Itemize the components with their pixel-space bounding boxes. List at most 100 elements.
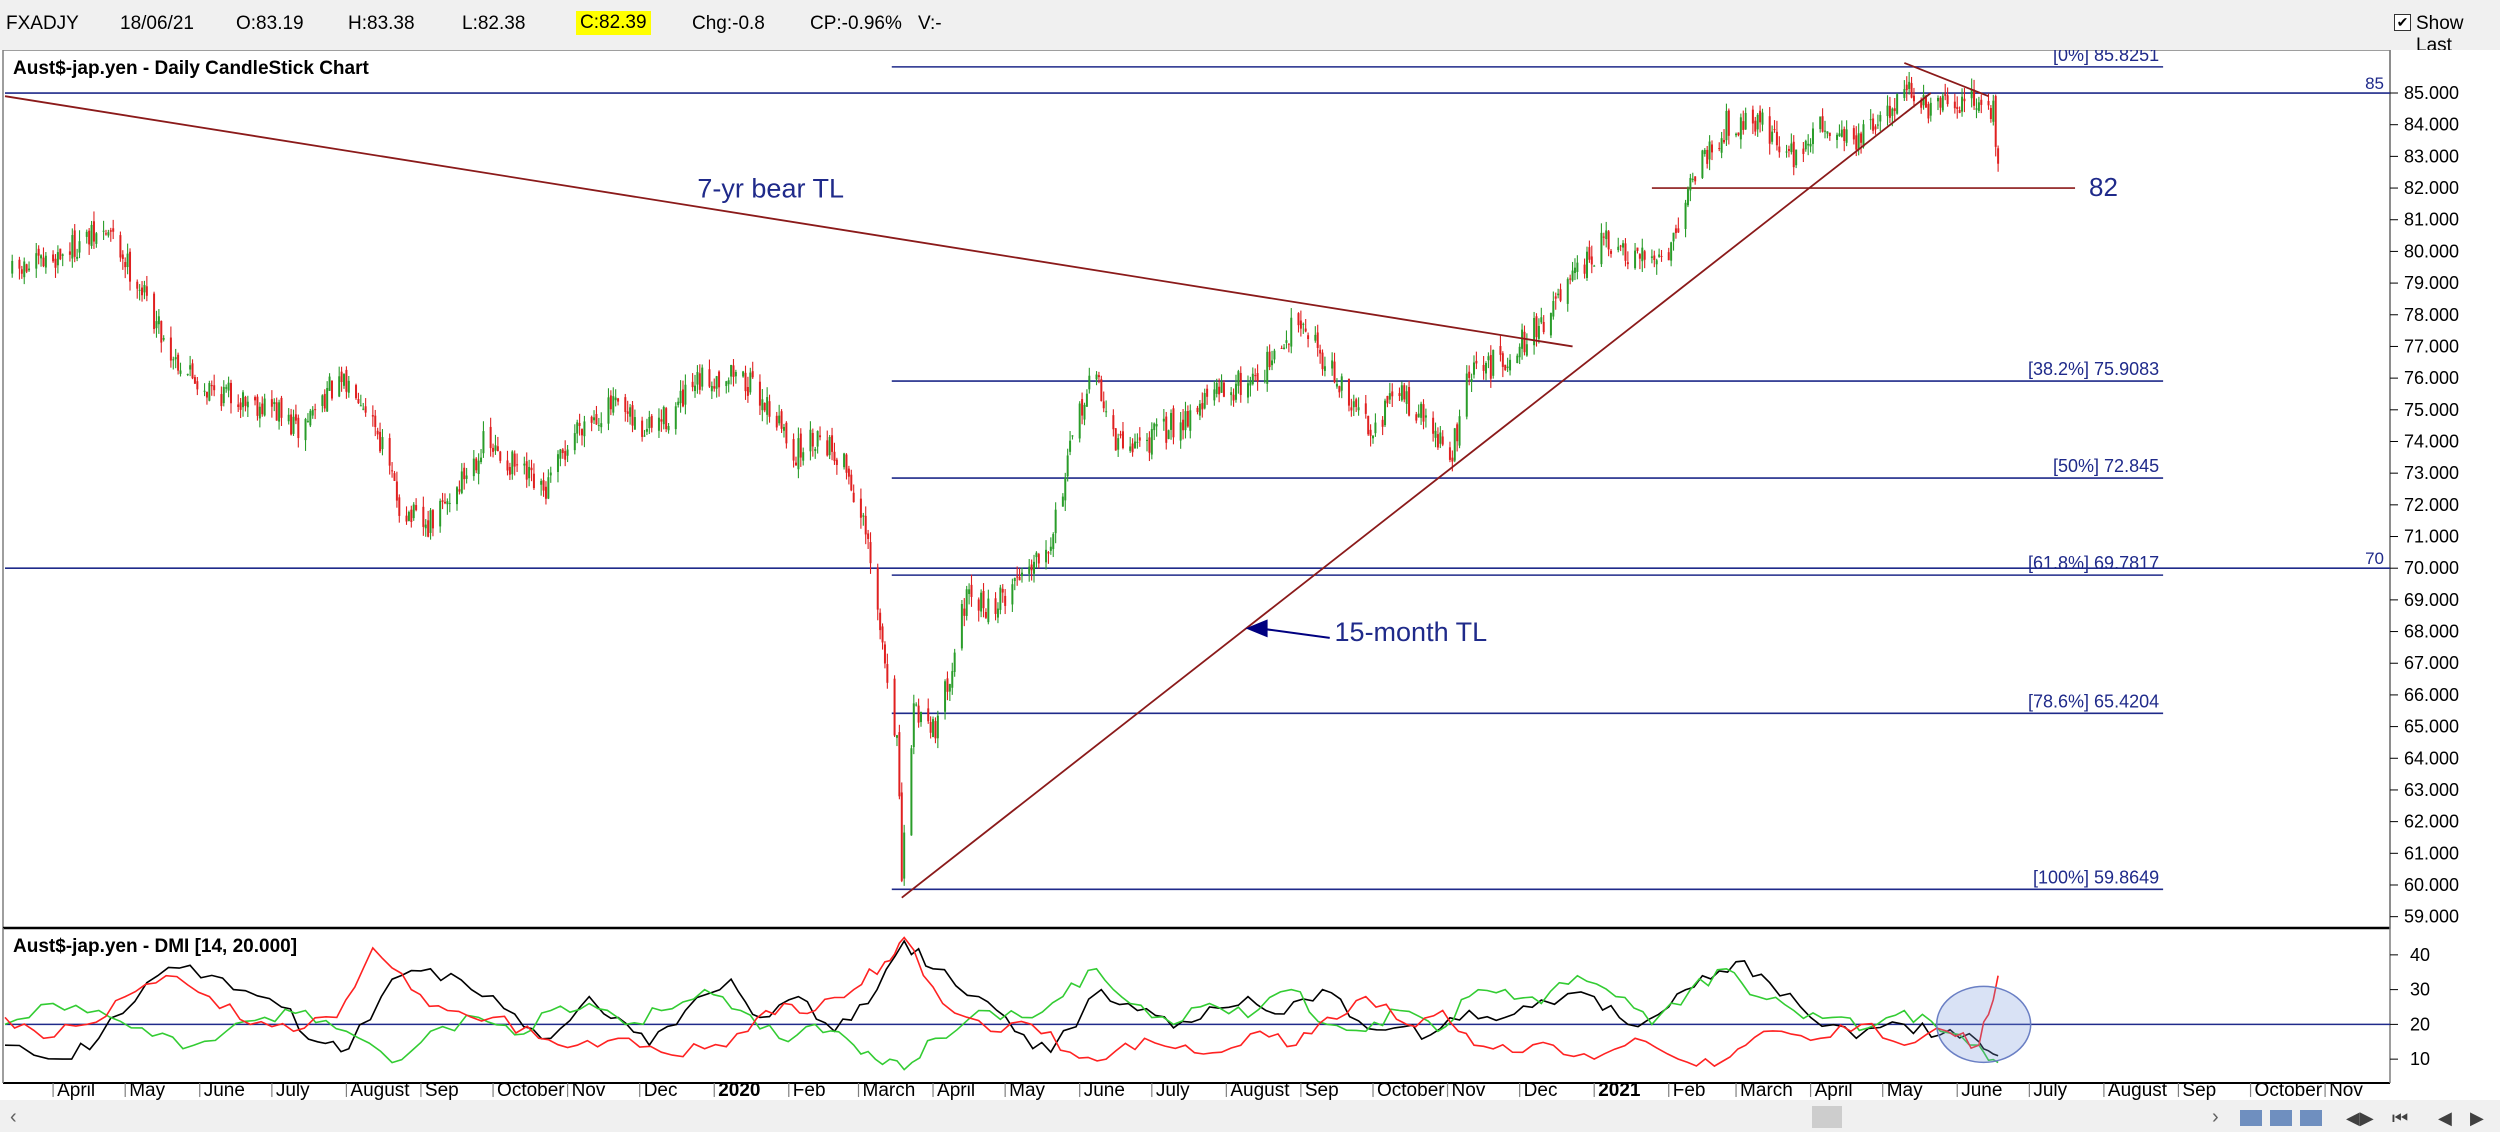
candle-body (1874, 126, 1877, 130)
jump-start-icon[interactable]: ⏮ (2392, 1108, 2408, 1128)
candle-body (275, 402, 278, 421)
candle-body (1203, 393, 1206, 409)
candle-body (410, 509, 413, 522)
candle-body (1131, 443, 1134, 453)
x-tick-label: July (1156, 1080, 1190, 1101)
candle-body (480, 457, 483, 463)
candle-body (780, 411, 783, 429)
candle-body (1254, 375, 1257, 377)
zoom-in-icon[interactable] (2240, 1110, 2262, 1126)
x-tick-label: May (1009, 1080, 1045, 1101)
candle-body (1775, 131, 1778, 146)
candle-body (1518, 346, 1521, 358)
candle-body (1432, 417, 1435, 434)
candle-body (340, 371, 343, 383)
candle-body (1585, 251, 1588, 278)
candle-body (1405, 391, 1408, 404)
scroll-left-icon[interactable]: ‹ (10, 1106, 17, 1128)
chart-settings-icon[interactable] (2300, 1110, 2322, 1126)
level-label: 70 (2365, 549, 2384, 568)
candle-body (1066, 455, 1069, 477)
candle-body (1088, 375, 1091, 390)
y-tick-label: 84.000 (2404, 115, 2459, 135)
candle-body (1314, 334, 1317, 341)
candle-body (1398, 393, 1401, 396)
candle-body (1081, 399, 1084, 416)
candle-body (1910, 83, 1913, 98)
candle-body (1992, 100, 1995, 122)
candle-body (710, 385, 713, 392)
adx-line (4, 939, 1999, 1060)
candle-body (893, 678, 896, 736)
candle-body (540, 480, 543, 485)
candle-body (1593, 265, 1596, 267)
candle-body (1761, 112, 1764, 125)
candle-body (1937, 97, 1940, 102)
candle-body (511, 451, 514, 475)
candle-body (1674, 228, 1677, 234)
x-tick-label: Nov (2329, 1080, 2363, 1101)
candle-body (1138, 437, 1141, 441)
candle-body (1037, 554, 1040, 564)
candle-body (645, 429, 648, 432)
candle-body (1739, 117, 1742, 140)
candle-body (1201, 403, 1204, 410)
candle-body (600, 423, 603, 428)
candle-body (718, 371, 721, 388)
show-last-checkbox[interactable]: ✔ (2394, 14, 2411, 31)
candle-body (819, 435, 822, 438)
candle-body (129, 251, 132, 282)
candle-body (196, 381, 199, 390)
candle-body (489, 426, 492, 449)
candle-body (326, 387, 329, 412)
candle-body (883, 644, 886, 664)
dmi-y-tick-label: 10 (2410, 1049, 2430, 1069)
horizontal-scrollbar[interactable]: ‹ › ◀▶ ⏮ ◀ ▶ (0, 1100, 2500, 1132)
candle-body (1018, 576, 1021, 581)
candle-body (494, 445, 497, 451)
candle-body (1787, 148, 1790, 151)
candle-body (612, 396, 615, 413)
candle-body (126, 253, 129, 268)
step-forward-icon[interactable]: ▶ (2470, 1108, 2484, 1128)
candle-body (1540, 317, 1543, 323)
candle-body (35, 253, 38, 269)
x-tick-label: 2021 (1598, 1080, 1641, 1101)
candle-body (1997, 148, 2000, 164)
candle-body (1987, 100, 1990, 106)
step-back-icon[interactable]: ◀ (2438, 1108, 2452, 1128)
candle-body (1218, 386, 1221, 395)
candle-body (1638, 254, 1641, 259)
candle-body (730, 365, 733, 377)
candle-body (280, 397, 283, 418)
candle-body (119, 235, 122, 258)
candle-body (138, 289, 141, 291)
candle-body (155, 321, 158, 329)
candle-body (1069, 440, 1072, 452)
candle-body (1112, 415, 1115, 430)
candle-body (1677, 228, 1680, 233)
scroll-right-icon[interactable]: › (2212, 1106, 2219, 1128)
candle-body (523, 463, 526, 466)
candle-body (364, 406, 367, 413)
candle-body (590, 416, 593, 423)
candle-body (1862, 124, 1865, 147)
zoom-out-icon[interactable] (2270, 1110, 2292, 1126)
candle-body (1622, 243, 1625, 248)
volume-label: V:- (918, 13, 942, 34)
scroll-thumb[interactable] (1812, 1106, 1842, 1128)
candle-body (713, 386, 716, 389)
y-tick-label: 68.000 (2404, 622, 2459, 642)
candle-body (778, 415, 781, 424)
candle-body (633, 417, 636, 430)
candle-body (1100, 379, 1103, 402)
candle-body (617, 398, 620, 402)
candle-body (951, 671, 954, 688)
candle-body (136, 281, 139, 289)
candle-body (1886, 105, 1889, 117)
candle-body (831, 435, 834, 452)
candle-body (1033, 561, 1036, 574)
candle-body (1977, 102, 1980, 111)
play-back-icon[interactable]: ◀▶ (2346, 1108, 2374, 1128)
candle-body (859, 498, 862, 518)
